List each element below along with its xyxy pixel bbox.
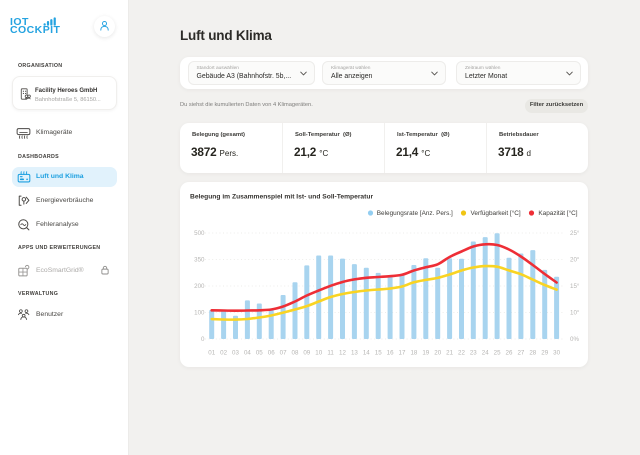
svg-text:10: 10 [315, 350, 322, 357]
svg-text:12: 12 [339, 350, 346, 357]
svg-text:22: 22 [458, 350, 465, 357]
svg-text:03: 03 [232, 350, 239, 357]
svg-text:20: 20 [434, 350, 441, 357]
svg-text:02: 02 [220, 350, 227, 357]
svg-text:10°: 10° [570, 310, 580, 317]
svg-text:21: 21 [446, 350, 453, 357]
svg-text:07: 07 [280, 350, 287, 357]
svg-text:09: 09 [303, 350, 310, 357]
svg-text:100: 100 [194, 310, 205, 317]
svg-text:18: 18 [410, 350, 417, 357]
svg-text:16: 16 [387, 350, 394, 357]
svg-text:19: 19 [422, 350, 429, 357]
svg-text:29: 29 [541, 350, 548, 357]
svg-text:17: 17 [399, 350, 406, 357]
svg-text:27: 27 [517, 350, 524, 357]
svg-text:350: 350 [194, 257, 205, 264]
svg-text:14: 14 [363, 350, 370, 357]
svg-text:500: 500 [194, 230, 205, 237]
svg-text:200: 200 [194, 283, 205, 290]
svg-text:24: 24 [482, 350, 489, 357]
svg-text:05: 05 [256, 350, 263, 357]
svg-text:Kapazität [°C]: Kapazität [°C] [538, 209, 577, 217]
svg-text:13: 13 [351, 350, 358, 357]
svg-text:30: 30 [553, 350, 560, 357]
svg-text:11: 11 [327, 350, 334, 357]
svg-text:26: 26 [506, 350, 513, 357]
svg-text:04: 04 [244, 350, 251, 357]
svg-text:08: 08 [292, 350, 299, 357]
svg-text:15: 15 [375, 350, 382, 357]
svg-text:01: 01 [208, 350, 215, 357]
svg-text:0%: 0% [570, 336, 579, 343]
svg-text:0: 0 [201, 336, 205, 343]
svg-text:25: 25 [494, 350, 501, 357]
svg-text:15°: 15° [570, 283, 580, 290]
svg-text:Verfügbarkeit [°C]: Verfügbarkeit [°C] [471, 209, 521, 217]
svg-text:Belegungsrate [Anz. Pers.]: Belegungsrate [Anz. Pers.] [377, 210, 453, 217]
svg-text:20°: 20° [570, 257, 580, 264]
svg-text:28: 28 [529, 350, 536, 357]
svg-text:23: 23 [470, 350, 477, 357]
svg-text:06: 06 [268, 350, 275, 357]
svg-text:25°: 25° [570, 230, 580, 237]
svg-text:Belegung im Zusammenspiel mit: Belegung im Zusammenspiel mit Ist- und S… [190, 194, 373, 201]
